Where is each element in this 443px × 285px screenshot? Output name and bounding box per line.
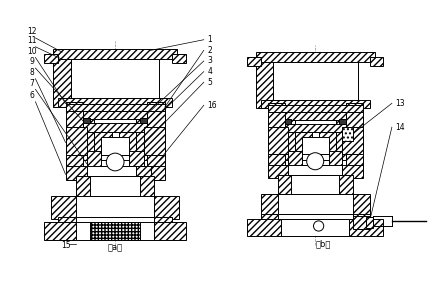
- Bar: [256, 57, 272, 108]
- Bar: [76, 176, 154, 198]
- Text: 2: 2: [207, 46, 212, 55]
- Text: 15: 15: [61, 241, 70, 250]
- Bar: [136, 107, 147, 160]
- Bar: [83, 123, 147, 132]
- Text: （b）: （b）: [316, 239, 331, 248]
- Bar: [172, 54, 186, 63]
- Bar: [370, 57, 383, 66]
- Bar: [247, 219, 281, 236]
- Bar: [336, 108, 346, 160]
- Bar: [329, 151, 342, 168]
- Bar: [58, 217, 172, 226]
- Text: 9: 9: [29, 57, 35, 66]
- Bar: [366, 217, 373, 228]
- Text: 6: 6: [29, 91, 35, 100]
- Bar: [87, 166, 144, 180]
- Text: 11: 11: [27, 36, 37, 45]
- Bar: [44, 54, 58, 63]
- Bar: [342, 127, 353, 141]
- Text: 13: 13: [395, 99, 405, 108]
- Bar: [288, 165, 342, 178]
- Bar: [302, 137, 329, 154]
- Bar: [291, 175, 339, 195]
- Bar: [144, 127, 165, 155]
- Bar: [51, 196, 179, 219]
- Bar: [76, 222, 154, 240]
- Circle shape: [314, 221, 324, 231]
- Bar: [268, 105, 363, 112]
- Bar: [83, 118, 90, 125]
- Bar: [154, 222, 186, 240]
- Bar: [83, 111, 147, 119]
- Bar: [284, 124, 346, 132]
- Bar: [66, 103, 165, 111]
- Text: 16: 16: [207, 101, 217, 110]
- Bar: [136, 166, 151, 176]
- Bar: [256, 52, 375, 62]
- Text: 8: 8: [30, 68, 34, 77]
- Bar: [142, 54, 159, 107]
- Bar: [94, 119, 136, 160]
- Text: 4: 4: [207, 67, 212, 76]
- Bar: [346, 103, 363, 168]
- Bar: [90, 176, 140, 198]
- Bar: [76, 217, 154, 226]
- Bar: [129, 151, 144, 169]
- Text: 12: 12: [27, 27, 37, 36]
- Bar: [288, 151, 302, 168]
- Bar: [272, 62, 358, 103]
- Bar: [295, 132, 312, 154]
- Text: 5: 5: [207, 78, 212, 87]
- Bar: [295, 120, 336, 160]
- Text: 10: 10: [27, 47, 37, 56]
- Bar: [58, 98, 172, 107]
- Bar: [349, 219, 383, 236]
- Text: （a）: （a）: [108, 243, 123, 252]
- Bar: [284, 108, 295, 160]
- Text: 3: 3: [207, 56, 212, 66]
- Bar: [260, 194, 370, 216]
- Bar: [83, 107, 94, 160]
- Circle shape: [106, 153, 124, 171]
- Bar: [339, 119, 346, 125]
- Bar: [66, 166, 165, 180]
- Bar: [66, 102, 83, 169]
- Bar: [260, 100, 370, 108]
- Bar: [53, 48, 177, 59]
- Bar: [90, 222, 140, 240]
- Bar: [260, 214, 370, 223]
- Bar: [342, 127, 363, 154]
- Bar: [284, 119, 291, 125]
- Bar: [319, 132, 336, 154]
- Bar: [44, 222, 76, 240]
- Bar: [247, 57, 260, 66]
- Bar: [101, 137, 129, 155]
- Bar: [140, 118, 147, 125]
- Text: 7: 7: [29, 79, 35, 87]
- Bar: [278, 214, 353, 223]
- Bar: [71, 59, 159, 102]
- Bar: [94, 132, 112, 155]
- Bar: [66, 127, 87, 155]
- Text: 1: 1: [207, 35, 212, 44]
- Bar: [278, 194, 353, 216]
- Bar: [281, 219, 349, 236]
- Bar: [284, 112, 346, 120]
- Circle shape: [307, 153, 324, 170]
- Bar: [278, 175, 353, 195]
- Bar: [268, 165, 363, 178]
- Bar: [353, 216, 370, 229]
- Bar: [76, 196, 154, 219]
- Bar: [53, 54, 71, 107]
- Bar: [341, 57, 358, 108]
- Bar: [87, 151, 101, 169]
- Bar: [119, 132, 136, 155]
- Bar: [147, 102, 165, 169]
- Text: 14: 14: [395, 123, 405, 132]
- Bar: [268, 103, 284, 168]
- Bar: [268, 127, 288, 154]
